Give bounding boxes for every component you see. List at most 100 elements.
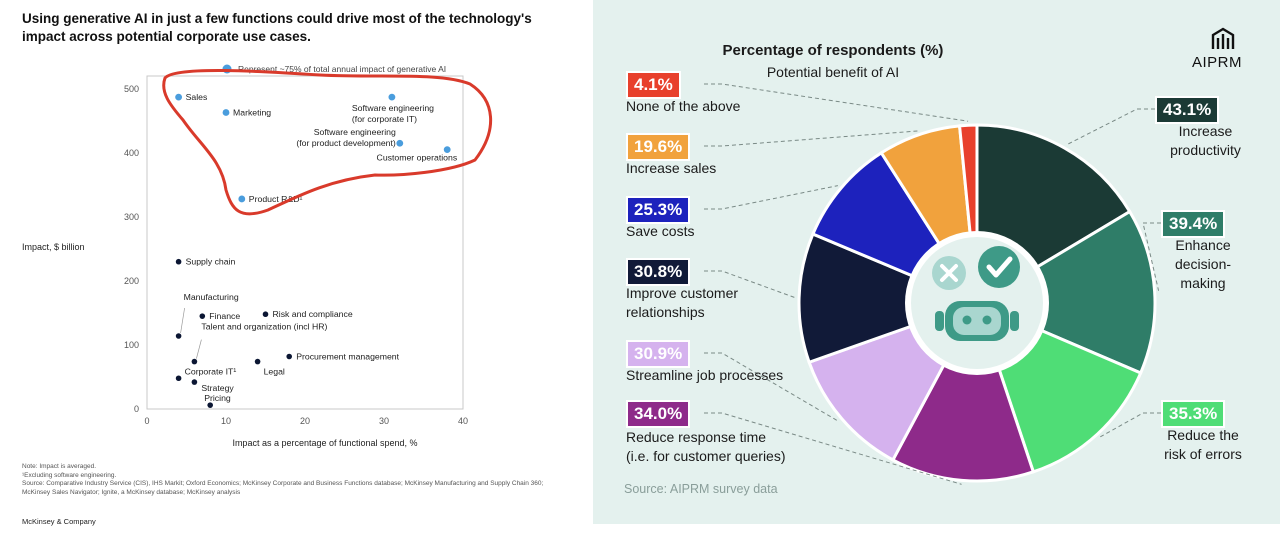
point-label: Software engineering (for product develop… bbox=[296, 127, 396, 148]
scatter-point bbox=[388, 93, 396, 101]
point-label: Risk and compliance bbox=[273, 309, 353, 319]
robot-ear bbox=[935, 311, 944, 331]
leader-line bbox=[180, 307, 185, 334]
pie-title: Percentage of respondents (%) bbox=[722, 42, 944, 59]
pie-chart bbox=[704, 83, 1161, 485]
pie-value-badge: 30.8% bbox=[626, 258, 691, 286]
check-mark-icon bbox=[986, 256, 1013, 278]
leader-line bbox=[1066, 108, 1155, 146]
point-label: Finance bbox=[209, 311, 240, 321]
point-label: Customer operations bbox=[377, 153, 458, 163]
scatter-point bbox=[222, 109, 230, 116]
chart-notes: Note: Impact is averaged. ¹Excluding sof… bbox=[22, 463, 562, 497]
x-tick-label: 20 bbox=[300, 416, 310, 426]
leader-line bbox=[704, 185, 838, 210]
y-tick-label: 300 bbox=[124, 212, 139, 222]
pie-category-label: Reduce the risk of errors bbox=[1164, 427, 1242, 462]
scatter-point bbox=[175, 375, 182, 382]
scatter-point bbox=[175, 333, 182, 339]
scatter-point bbox=[191, 358, 198, 365]
pie-slice bbox=[973, 209, 1157, 375]
robot-eye bbox=[962, 315, 972, 325]
y-axis-label: Impact, $ billion bbox=[22, 242, 85, 252]
pie-category-label: Increase sales bbox=[626, 160, 717, 176]
pie-subtitle: Potential benefit of AI bbox=[766, 64, 900, 80]
point-label: Talent and organization (incl HR) bbox=[201, 322, 327, 332]
robot-ear bbox=[1010, 311, 1019, 331]
scatter-point bbox=[254, 358, 261, 365]
y-tick-label: 400 bbox=[124, 148, 139, 158]
source-line: Source: Comparative Industry Service (CI… bbox=[22, 480, 544, 496]
pie-value-badge: 25.3% bbox=[626, 196, 691, 224]
note-line: ¹Excluding software engineering. bbox=[22, 471, 117, 479]
point-label: Corporate IT¹ bbox=[185, 366, 237, 376]
point-label: Strategy bbox=[201, 383, 234, 393]
pie-value-badge: 30.9% bbox=[626, 340, 691, 368]
leader-line bbox=[704, 352, 840, 422]
y-tick-label: 500 bbox=[124, 84, 139, 94]
scatter-point bbox=[199, 313, 206, 319]
aiprm-panel: Percentage of respondents (%) Potential … bbox=[593, 0, 1280, 524]
pie-category-label: Increase productivity bbox=[1170, 123, 1241, 158]
plot-frame bbox=[146, 75, 464, 410]
pie-value-badge: 43.1% bbox=[1155, 96, 1220, 124]
pie-category-label: Reduce response time (i.e. for customer … bbox=[626, 429, 786, 464]
point-label: Legal bbox=[264, 367, 285, 377]
scatter-point bbox=[207, 402, 213, 408]
leader-line bbox=[1100, 412, 1161, 438]
leader-line bbox=[196, 339, 202, 359]
scatter-point bbox=[262, 311, 269, 318]
pie-category-label: Streamline job processes bbox=[626, 367, 784, 383]
point-label: Marketing bbox=[233, 108, 271, 118]
x-tick-label: 0 bbox=[144, 416, 149, 426]
leader-line bbox=[1142, 222, 1161, 291]
legend-marker bbox=[222, 64, 232, 74]
pie-value-badge: 19.6% bbox=[626, 133, 691, 161]
point-label: Product R&D¹ bbox=[249, 194, 303, 204]
x-tick-label: 10 bbox=[221, 416, 231, 426]
scatter-point bbox=[175, 93, 183, 101]
scatter-point bbox=[286, 353, 293, 360]
y-tick-label: 100 bbox=[124, 340, 139, 350]
mckinsey-panel: Using generative AI in just a few functi… bbox=[0, 0, 580, 539]
x-axis-label: Impact as a percentage of functional spe… bbox=[232, 438, 417, 448]
point-label: Sales bbox=[186, 92, 208, 102]
y-tick-label: 0 bbox=[134, 404, 139, 414]
aiprm-brand: AIPRM bbox=[1191, 54, 1242, 71]
pie-value-badge: 4.1% bbox=[626, 71, 681, 99]
robot-check-bubble bbox=[978, 246, 1020, 288]
point-label: Software engineering (for corporate IT) bbox=[352, 103, 434, 124]
aiprm-logo-icon bbox=[1211, 27, 1235, 49]
pie-value-badge: 39.4% bbox=[1161, 210, 1226, 238]
leader-line bbox=[704, 130, 918, 147]
pie-slice bbox=[797, 232, 982, 365]
scatter-point bbox=[238, 195, 246, 203]
robot-icon bbox=[932, 246, 1020, 341]
robot-eye bbox=[982, 315, 992, 325]
y-tick-label: 200 bbox=[124, 276, 139, 286]
point-label: Procurement management bbox=[296, 351, 399, 361]
pie-category-label: Save costs bbox=[626, 223, 695, 239]
leader-line bbox=[704, 270, 796, 299]
scatter-point bbox=[175, 258, 182, 265]
x-tick-label: 30 bbox=[379, 416, 389, 426]
note-line: Note: Impact is averaged. bbox=[22, 463, 97, 470]
scatter-point bbox=[443, 146, 451, 154]
point-label: Manufacturing bbox=[184, 292, 239, 302]
pie-value-badge: 34.0% bbox=[626, 400, 691, 428]
robot-face bbox=[953, 307, 1001, 335]
leader-line bbox=[704, 83, 969, 122]
pie-category-label: None of the above bbox=[626, 98, 741, 114]
scatter-point bbox=[396, 139, 404, 147]
legend-text: Represent ~75% of total annual impact of… bbox=[238, 64, 446, 74]
chart-title: Using generative AI in just a few functi… bbox=[22, 11, 532, 44]
red-annotation-outline bbox=[162, 68, 492, 216]
mckinsey-footer: McKinsey & Company bbox=[22, 517, 96, 526]
x-tick-label: 40 bbox=[458, 416, 468, 426]
pie-source: Source: AIPRM survey data bbox=[624, 482, 778, 496]
pie-slice bbox=[890, 299, 1036, 483]
point-label: Pricing bbox=[204, 393, 231, 403]
scatter-point bbox=[191, 379, 198, 385]
x-mark-icon bbox=[940, 264, 958, 282]
